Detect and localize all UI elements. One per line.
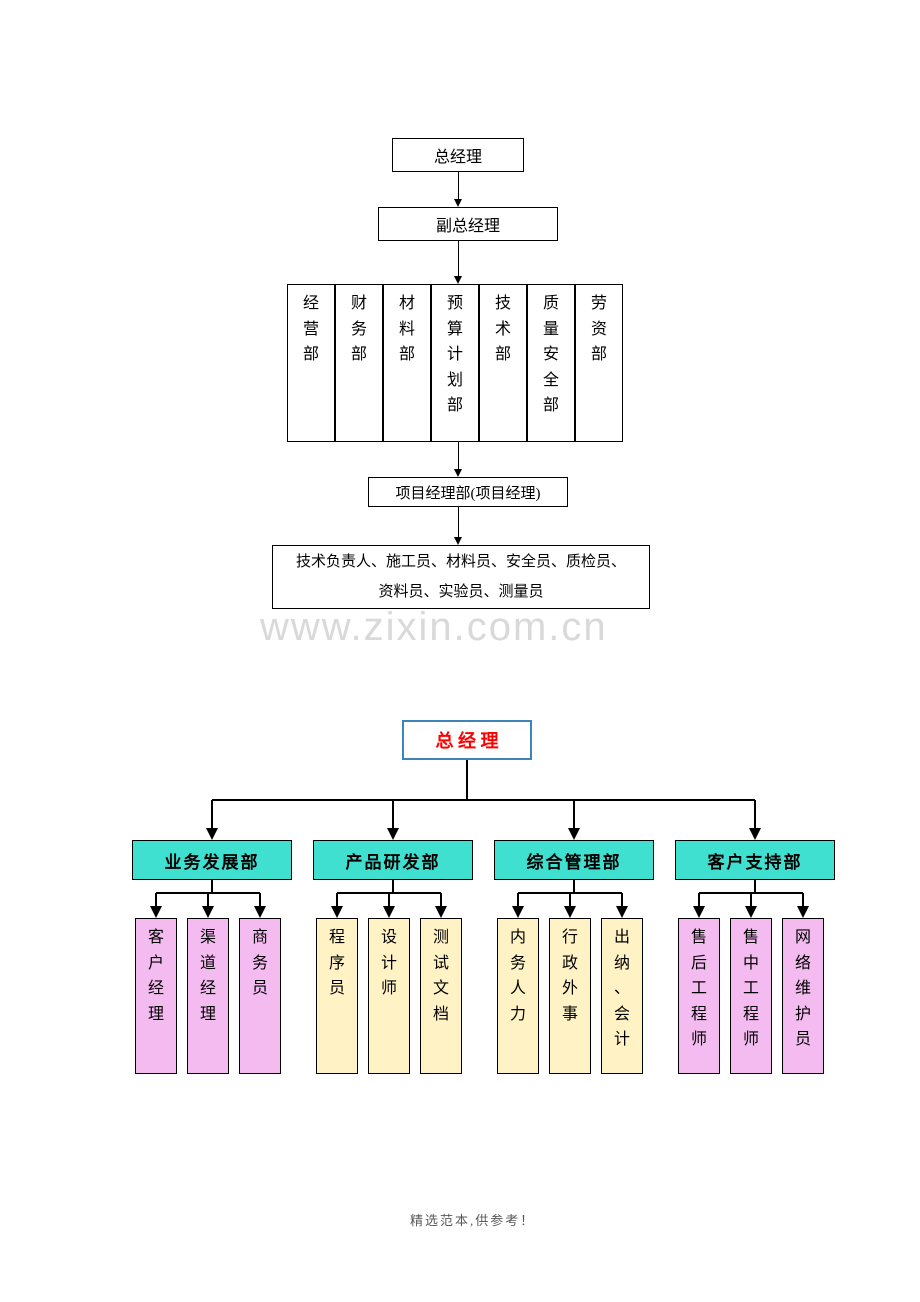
d2-role-1-2: 测试文档: [420, 918, 462, 1074]
d1-dgm-label: 副总经理: [436, 212, 500, 236]
d2-dept-2: 综合管理部: [494, 840, 654, 880]
d2-dept-1: 产品研发部: [313, 840, 473, 880]
d1-project-manager: 项目经理部(项目经理): [368, 477, 568, 507]
d1-pm-label: 项目经理部(项目经理): [396, 482, 541, 503]
d1-dept-0: 经营部: [287, 284, 335, 442]
d1-general-manager: 总经理: [392, 138, 524, 172]
d2-role-0-0: 客户经理: [135, 918, 177, 1074]
d1-team-line2: 资料员、实验员、测量员: [378, 577, 543, 607]
d1-dept-2: 材料部: [383, 284, 431, 442]
d1-dept-5: 质量安全部: [527, 284, 575, 442]
d2-role-1-0: 程序员: [316, 918, 358, 1074]
d2-dept-3: 客户支持部: [675, 840, 835, 880]
d2-role-3-0: 售后工程师: [678, 918, 720, 1074]
d2-dept-0: 业务发展部: [132, 840, 292, 880]
footer-text: 精选范本,供参考！: [410, 1210, 535, 1229]
d1-gm-label: 总经理: [434, 143, 482, 167]
d2-role-2-1: 行政外事: [549, 918, 591, 1074]
d2-role-0-1: 渠道经理: [187, 918, 229, 1074]
d2-root-label: 总 经 理: [436, 727, 499, 753]
d1-deputy-gm: 副总经理: [378, 207, 558, 241]
d1-dept-3: 预算计划部: [431, 284, 479, 442]
d2-role-2-2: 出纳、会计: [601, 918, 643, 1074]
d2-role-3-2: 网络维护员: [782, 918, 824, 1074]
d2-role-1-1: 设计师: [368, 918, 410, 1074]
d2-role-3-1: 售中工程师: [730, 918, 772, 1074]
d2-connectors: [0, 0, 920, 1302]
d1-dept-4: 技术部: [479, 284, 527, 442]
d1-team-members: 技术负责人、施工员、材料员、安全员、质检员、 资料员、实验员、测量员: [272, 545, 650, 609]
d1-team-line1: 技术负责人、施工员、材料员、安全员、质检员、: [296, 547, 626, 577]
d2-role-0-2: 商务员: [239, 918, 281, 1074]
watermark-text: www.zixin.com.cn: [260, 605, 608, 650]
d2-role-2-0: 内务人力: [497, 918, 539, 1074]
d1-dept-1: 财务部: [335, 284, 383, 442]
d2-general-manager: 总 经 理: [402, 720, 532, 760]
d1-dept-6: 劳资部: [575, 284, 623, 442]
